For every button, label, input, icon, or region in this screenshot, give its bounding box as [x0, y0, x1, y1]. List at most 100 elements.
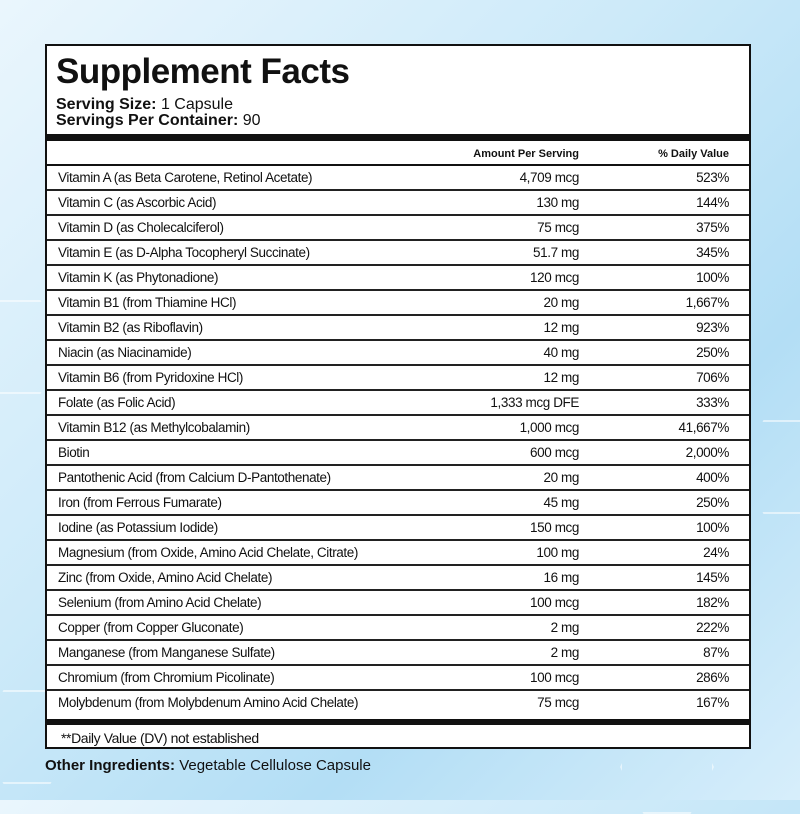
nutrient-amount: 1,000 mcg: [519, 420, 580, 435]
nutrient-name: Copper (from Copper Gluconate): [58, 620, 244, 635]
table-row: Biotin 600 mcg 2,000%: [47, 441, 749, 466]
nutrient-name: Vitamin B1 (from Thiamine HCl): [58, 295, 237, 310]
panel-title: Supplement Facts: [56, 52, 350, 91]
nutrient-dv: 182%: [696, 595, 729, 610]
nutrient-dv: 345%: [696, 245, 729, 260]
nutrient-dv: 145%: [696, 570, 729, 585]
nutrient-amount: 20 mg: [543, 295, 579, 310]
nutrient-name: Molybdenum (from Molybdenum Amino Acid C…: [58, 695, 359, 710]
nutrient-amount: 600 mcg: [530, 445, 579, 460]
nutrient-name: Biotin: [58, 445, 90, 460]
table-row: Vitamin A (as Beta Carotene, Retinol Ace…: [47, 166, 749, 191]
nutrient-amount: 75 mcg: [537, 220, 579, 235]
table-row: Vitamin D (as Cholecalciferol) 75 mcg 375%: [47, 216, 749, 241]
nutrient-amount: 12 mg: [543, 320, 579, 335]
nutrient-dv: 100%: [696, 520, 729, 535]
nutrient-name: Iron (from Ferrous Fumarate): [58, 495, 222, 510]
nutrient-dv: 706%: [696, 370, 729, 385]
table-row: Vitamin B6 (from Pyridoxine HCl) 12 mg 706…: [47, 366, 749, 391]
nutrient-name: Chromium (from Chromium Picolinate): [58, 670, 275, 685]
nutrient-dv: 144%: [696, 195, 729, 210]
table-row: Iodine (as Potassium Iodide) 150 mcg 100%: [47, 516, 749, 541]
nutrient-amount: 75 mcg: [537, 695, 579, 710]
nutrient-dv: 250%: [696, 345, 729, 360]
table-row: Magnesium (from Oxide, Amino Acid Chelat…: [47, 541, 749, 566]
table-row: Vitamin B2 (as Riboflavin) 12 mg 923%: [47, 316, 749, 341]
nutrient-name: Pantothenic Acid (from Calcium D-Pantoth…: [58, 470, 331, 485]
table-row: Manganese (from Manganese Sulfate) 2 mg 87…: [47, 641, 749, 666]
nutrient-amount: 16 mg: [543, 570, 579, 585]
nutrient-dv: 333%: [696, 395, 729, 410]
dv-header: % Daily Value: [658, 148, 729, 160]
nutrient-name: Vitamin B6 (from Pyridoxine HCl): [58, 370, 244, 385]
table-row: Niacin (as Niacinamide) 40 mg 250%: [47, 341, 749, 366]
table-row: Vitamin B12 (as Methylcobalamin) 1,000 mc…: [47, 416, 749, 441]
nutrient-dv: 222%: [696, 620, 729, 635]
nutrient-dv: 400%: [696, 470, 729, 485]
nutrient-amount: 20 mg: [543, 470, 579, 485]
nutrient-amount: 120 mcg: [530, 270, 579, 285]
serving-size: Serving Size: 1 Capsule: [56, 96, 233, 113]
table-header: Amount Per Serving % Daily Value: [47, 144, 749, 166]
footnote: **Daily Value (DV) not established: [61, 730, 259, 746]
supplement-facts-panel: Supplement Facts Serving Size: 1 Capsule…: [45, 44, 751, 749]
table-row: Iron (from Ferrous Fumarate) 45 mg 250%: [47, 491, 749, 516]
nutrient-table: Vitamin A (as Beta Carotene, Retinol Ace…: [47, 166, 749, 714]
nutrient-amount: 2 mg: [550, 645, 580, 660]
nutrient-dv: 100%: [696, 270, 729, 285]
table-row: Vitamin E (as D-Alpha Tocopheryl Succina…: [47, 241, 749, 266]
nutrient-amount: 2 mg: [550, 620, 580, 635]
nutrient-amount: 1,333 mcg DFE: [490, 395, 579, 410]
nutrient-name: Vitamin D (as Cholecalciferol): [58, 220, 224, 235]
nutrient-dv: 87%: [703, 645, 729, 660]
divider-thick: [47, 134, 749, 141]
nutrient-name: Vitamin A (as Beta Carotene, Retinol Ace…: [58, 170, 313, 185]
nutrient-name: Vitamin C (as Ascorbic Acid): [58, 195, 217, 210]
nutrient-dv: 24%: [703, 545, 729, 560]
nutrient-dv: 523%: [696, 170, 729, 185]
table-row: Pantothenic Acid (from Calcium D-Pantoth…: [47, 466, 749, 491]
nutrient-dv: 250%: [696, 495, 729, 510]
nutrient-name: Vitamin K (as Phytonadione): [58, 270, 219, 285]
other-ingredients: Other Ingredients: Vegetable Cellulose C…: [45, 757, 371, 774]
nutrient-name: Selenium (from Amino Acid Chelate): [58, 595, 262, 610]
nutrient-name: Vitamin B2 (as Riboflavin): [58, 320, 203, 335]
table-row: Copper (from Copper Gluconate) 2 mg 222%: [47, 616, 749, 641]
nutrient-amount: 100 mcg: [530, 670, 579, 685]
nutrient-amount: 51.7 mg: [533, 245, 579, 260]
table-row: Molybdenum (from Molybdenum Amino Acid C…: [47, 691, 749, 714]
footnote-row: **Daily Value (DV) not established: [47, 719, 749, 747]
nutrient-name: Vitamin E (as D-Alpha Tocopheryl Succina…: [58, 245, 310, 260]
nutrient-amount: 45 mg: [543, 495, 579, 510]
nutrient-amount: 4,709 mcg: [519, 170, 580, 185]
nutrient-dv: 1,667%: [685, 295, 730, 310]
nutrient-name: Niacin (as Niacinamide): [58, 345, 192, 360]
nutrient-name: Iodine (as Potassium Iodide): [58, 520, 218, 535]
nutrient-name: Folate (as Folic Acid): [58, 395, 176, 410]
table-row: Chromium (from Chromium Picolinate) 100 m…: [47, 666, 749, 691]
nutrient-amount: 100 mcg: [530, 595, 579, 610]
nutrient-dv: 286%: [696, 670, 729, 685]
nutrient-amount: 150 mcg: [530, 520, 579, 535]
table-row: Vitamin C (as Ascorbic Acid) 130 mg 144%: [47, 191, 749, 216]
nutrient-dv: 375%: [696, 220, 729, 235]
amount-header: Amount Per Serving: [473, 148, 579, 160]
nutrient-dv: 167%: [696, 695, 729, 710]
nutrient-amount: 40 mg: [543, 345, 579, 360]
nutrient-name: Manganese (from Manganese Sulfate): [58, 645, 275, 660]
table-row: Zinc (from Oxide, Amino Acid Chelate) 16 …: [47, 566, 749, 591]
nutrient-amount: 12 mg: [543, 370, 579, 385]
nutrient-name: Magnesium (from Oxide, Amino Acid Chelat…: [58, 545, 358, 560]
table-row: Folate (as Folic Acid) 1,333 mcg DFE 333%: [47, 391, 749, 416]
nutrient-name: Zinc (from Oxide, Amino Acid Chelate): [58, 570, 273, 585]
table-row: Selenium (from Amino Acid Chelate) 100 mc…: [47, 591, 749, 616]
table-row: Vitamin B1 (from Thiamine HCl) 20 mg 1,667…: [47, 291, 749, 316]
table-row: Vitamin K (as Phytonadione) 120 mcg 100%: [47, 266, 749, 291]
nutrient-amount: 130 mg: [536, 195, 579, 210]
servings-per-container: Servings Per Container: 90: [56, 112, 261, 129]
nutrient-dv: 2,000%: [685, 445, 730, 460]
nutrient-dv: 923%: [696, 320, 729, 335]
nutrient-dv: 41,667%: [678, 420, 730, 435]
nutrient-name: Vitamin B12 (as Methylcobalamin): [58, 420, 250, 435]
nutrient-amount: 100 mg: [536, 545, 579, 560]
